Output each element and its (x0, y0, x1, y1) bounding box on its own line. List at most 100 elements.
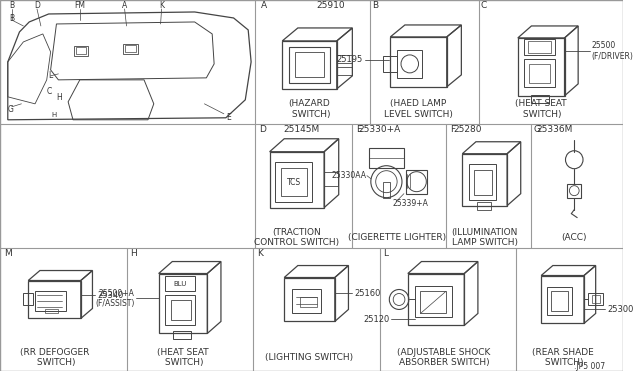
Text: 25195: 25195 (337, 55, 363, 64)
Bar (295, 52, 324, 77)
Bar (462, 154, 507, 206)
Text: (HEAT SEAT
 SWITCH): (HEAT SEAT SWITCH) (157, 348, 209, 367)
Bar (477, 202, 490, 210)
Bar (529, 64, 550, 83)
Text: 25145M: 25145M (284, 125, 320, 134)
Bar (337, 67, 353, 75)
Bar (35, 292, 66, 311)
Bar (547, 288, 572, 315)
Text: (ILLUMINATION
LAMP SWITCH): (ILLUMINATION LAMP SWITCH) (452, 228, 518, 247)
Text: H: H (56, 93, 62, 102)
Bar (390, 37, 447, 87)
Text: M: M (4, 249, 12, 258)
Bar (23, 294, 33, 305)
Text: 25500
(F/DRIVER): 25500 (F/DRIVER) (592, 41, 634, 61)
Text: 25280: 25280 (453, 125, 481, 134)
Bar (408, 273, 464, 326)
Bar (474, 170, 492, 195)
Text: (HAED LAMP
LEVEL SWITCH): (HAED LAMP LEVEL SWITCH) (384, 99, 453, 119)
Bar (406, 170, 428, 194)
Text: D: D (259, 125, 266, 134)
Text: (LIGHTING SWITCH): (LIGHTING SWITCH) (266, 353, 353, 362)
Text: H: H (51, 112, 56, 118)
Text: 25160: 25160 (355, 289, 381, 298)
Text: E: E (356, 125, 362, 134)
Bar (527, 41, 551, 53)
Text: C: C (481, 1, 487, 10)
Bar (369, 148, 404, 168)
Bar (282, 168, 307, 196)
Bar (300, 298, 317, 308)
Bar (541, 276, 584, 323)
Bar (469, 164, 497, 200)
Bar (125, 45, 136, 52)
Bar (45, 310, 58, 314)
Text: (ADJUSTABLE SHOCK
ABSORBER SWITCH): (ADJUSTABLE SHOCK ABSORBER SWITCH) (397, 348, 490, 367)
Text: A: A (122, 1, 127, 10)
Text: (ACC): (ACC) (561, 233, 587, 242)
Text: 25340: 25340 (97, 291, 124, 300)
Bar (415, 285, 452, 317)
Text: (CIGERETTE LIGHTER): (CIGERETTE LIGHTER) (348, 233, 446, 242)
Bar (166, 276, 195, 292)
Text: H: H (131, 249, 137, 258)
Bar (592, 295, 600, 304)
Text: 25910: 25910 (317, 1, 345, 10)
Bar (292, 289, 321, 314)
Bar (284, 278, 335, 321)
Text: FM: FM (74, 1, 85, 10)
Text: (HAZARD
 SWITCH): (HAZARD SWITCH) (289, 99, 330, 119)
Bar (269, 152, 324, 208)
Text: D: D (34, 1, 40, 10)
Text: .JP5 007: .JP5 007 (574, 362, 605, 371)
Text: (HEAT SEAT
 SWITCH): (HEAT SEAT SWITCH) (515, 99, 567, 119)
Bar (588, 294, 604, 305)
Bar (568, 184, 581, 198)
Text: G: G (533, 125, 540, 134)
Text: (REAR SHADE
 SWITCH): (REAR SHADE SWITCH) (532, 348, 593, 367)
Text: B: B (10, 15, 15, 23)
Text: L: L (383, 249, 388, 258)
Bar (173, 331, 191, 339)
Bar (383, 182, 390, 198)
Text: K: K (159, 1, 164, 10)
Bar (123, 44, 138, 54)
Bar (76, 47, 86, 54)
Bar (324, 172, 338, 186)
Text: TCS: TCS (287, 178, 301, 187)
Text: L: L (49, 71, 53, 80)
Text: E: E (227, 113, 231, 122)
Bar (551, 292, 568, 311)
Bar (159, 273, 207, 333)
Text: 25336M: 25336M (536, 125, 573, 134)
Bar (383, 56, 397, 72)
Bar (275, 162, 312, 202)
Bar (282, 41, 337, 89)
Text: (TRACTION
CONTROL SWITCH): (TRACTION CONTROL SWITCH) (254, 228, 339, 247)
Text: 25120: 25120 (363, 315, 389, 324)
Bar (397, 50, 422, 78)
Bar (524, 39, 555, 55)
Text: (RR DEFOGGER
 SWITCH): (RR DEFOGGER SWITCH) (20, 348, 89, 367)
Text: B: B (9, 1, 14, 10)
Bar (524, 59, 555, 87)
Text: A: A (261, 1, 267, 10)
Text: 25330+A: 25330+A (358, 125, 401, 134)
Bar (420, 292, 446, 314)
Bar (28, 280, 81, 318)
Text: 25300: 25300 (607, 305, 634, 314)
Text: BLU: BLU (173, 280, 187, 286)
Text: 25330AA: 25330AA (332, 171, 367, 180)
Text: 25339+A: 25339+A (392, 199, 428, 208)
Text: B: B (372, 1, 378, 10)
Bar (531, 95, 549, 103)
Text: F: F (450, 125, 455, 134)
Bar (337, 55, 353, 63)
Text: K: K (257, 249, 263, 258)
Bar (172, 301, 191, 320)
Text: 25500+A
(F/ASSIST): 25500+A (F/ASSIST) (95, 289, 134, 308)
Bar (166, 295, 195, 326)
Text: C: C (47, 87, 52, 96)
Bar (289, 47, 330, 83)
Bar (518, 38, 564, 96)
